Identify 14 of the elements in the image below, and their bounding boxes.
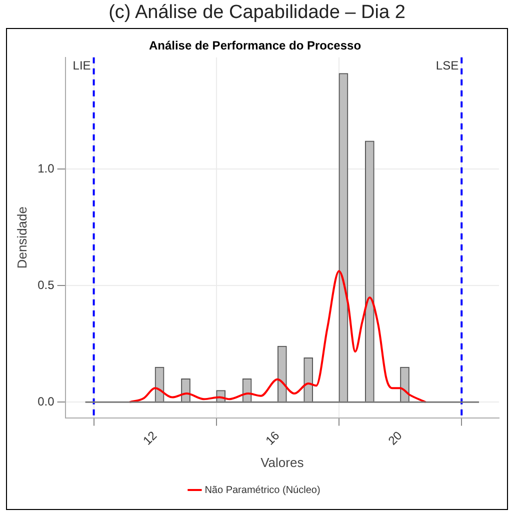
x-tick-label: 16 xyxy=(262,428,282,448)
chart-subtitle: Análise de Performance do Processo xyxy=(148,38,362,53)
legend-label: Não Paramétrico (Núcleo) xyxy=(204,484,320,496)
x-tick-label: 20 xyxy=(385,428,405,448)
x-tick-label: 12 xyxy=(140,428,160,448)
y-tick-label: 0.5 xyxy=(38,278,55,292)
x-axis-title: Valores xyxy=(260,454,304,470)
chart-title: (c) Análise de Capabilidade – Dia 2 xyxy=(108,1,406,25)
y-tick-label: 1.0 xyxy=(38,161,55,176)
y-tick-label: 0.0 xyxy=(38,394,55,408)
ref-line-label: LSE xyxy=(436,58,459,73)
ref-line-label: LIE xyxy=(72,58,91,73)
line-series xyxy=(128,270,427,404)
y-axis-title: Densidade xyxy=(14,206,30,269)
